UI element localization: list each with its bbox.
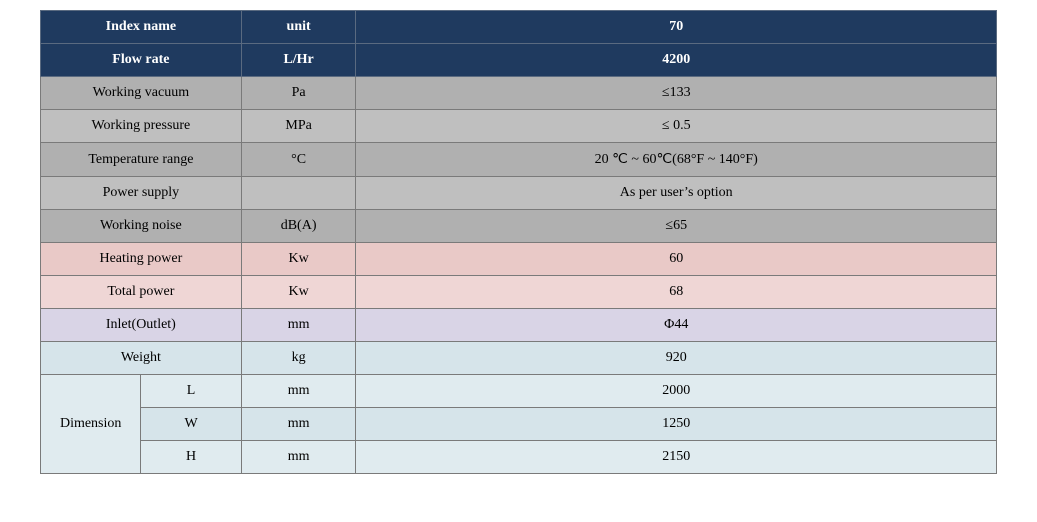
row-unit: mm	[241, 441, 356, 474]
row-name: Weight	[41, 342, 242, 375]
row-name: Inlet(Outlet)	[41, 309, 242, 342]
row-value: 2150	[356, 441, 997, 474]
table-row: Total power Kw 68	[41, 276, 997, 309]
row-unit: dB(A)	[241, 210, 356, 243]
row-unit: kg	[241, 342, 356, 375]
table-row: Working pressure MPa ≤ 0.5	[41, 110, 997, 143]
spec-table: Index name unit 70 Flow rate L/Hr 4200 W…	[40, 10, 997, 474]
row-value: 920	[356, 342, 997, 375]
row-value: 2000	[356, 375, 997, 408]
row-unit: mm	[241, 408, 356, 441]
table-row: Flow rate L/Hr 4200	[41, 44, 997, 77]
header-name: Index name	[41, 11, 242, 44]
row-name: Heating power	[41, 243, 242, 276]
row-name: Power supply	[41, 177, 242, 210]
row-unit: mm	[241, 309, 356, 342]
row-unit: Kw	[241, 276, 356, 309]
spec-table-body: Index name unit 70 Flow rate L/Hr 4200 W…	[41, 11, 997, 474]
row-name: Temperature range	[41, 143, 242, 177]
row-value: 20 ℃ ~ 60℃(68°F ~ 140°F)	[356, 143, 997, 177]
dimension-axis: W	[141, 408, 241, 441]
row-value: ≤133	[356, 77, 997, 110]
table-row: Temperature range °C 20 ℃ ~ 60℃(68°F ~ 1…	[41, 143, 997, 177]
table-row: Inlet(Outlet) mm Φ44	[41, 309, 997, 342]
row-name: Working pressure	[41, 110, 242, 143]
row-value: Φ44	[356, 309, 997, 342]
dimension-label: Dimension	[41, 375, 141, 474]
table-header-row: Index name unit 70	[41, 11, 997, 44]
table-row: Weight kg 920	[41, 342, 997, 375]
row-value: 60	[356, 243, 997, 276]
row-unit: mm	[241, 375, 356, 408]
dimension-axis: L	[141, 375, 241, 408]
table-row: Heating power Kw 60	[41, 243, 997, 276]
table-row: Dimension L mm 2000	[41, 375, 997, 408]
row-unit: MPa	[241, 110, 356, 143]
table-row: W mm 1250	[41, 408, 997, 441]
row-unit	[241, 177, 356, 210]
row-value: ≤65	[356, 210, 997, 243]
header-unit: unit	[241, 11, 356, 44]
row-unit: Kw	[241, 243, 356, 276]
row-unit: L/Hr	[241, 44, 356, 77]
row-name: Working vacuum	[41, 77, 242, 110]
row-value: 68	[356, 276, 997, 309]
table-row: Working vacuum Pa ≤133	[41, 77, 997, 110]
row-name: Working noise	[41, 210, 242, 243]
header-value: 70	[356, 11, 997, 44]
row-unit: °C	[241, 143, 356, 177]
table-row: H mm 2150	[41, 441, 997, 474]
row-value: As per user’s option	[356, 177, 997, 210]
table-row: Power supply As per user’s option	[41, 177, 997, 210]
row-name: Total power	[41, 276, 242, 309]
row-unit: Pa	[241, 77, 356, 110]
row-value: ≤ 0.5	[356, 110, 997, 143]
row-value: 4200	[356, 44, 997, 77]
dimension-axis: H	[141, 441, 241, 474]
table-row: Working noise dB(A) ≤65	[41, 210, 997, 243]
row-value: 1250	[356, 408, 997, 441]
row-name: Flow rate	[41, 44, 242, 77]
